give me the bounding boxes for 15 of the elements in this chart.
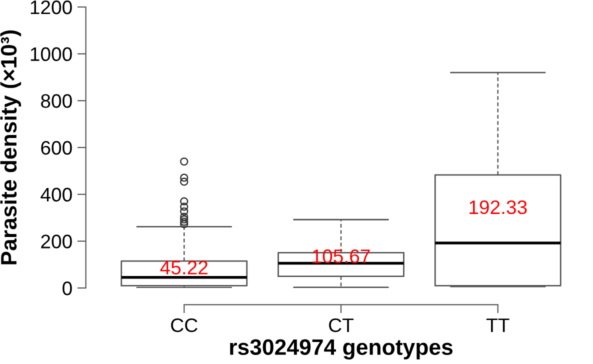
y-axis-title: Parasite density (×10³)	[0, 30, 22, 264]
y-tick-label: 0	[62, 281, 72, 296]
y-tick-label: 200	[41, 234, 72, 248]
x-tick-label: TT	[486, 318, 510, 332]
x-tick-label: CC	[171, 318, 198, 332]
annotation: 192.33	[470, 200, 527, 214]
y-tick-label: 1200	[30, 0, 72, 14]
y-tick-label: 400	[40, 188, 72, 202]
y-tick-label: 600	[41, 140, 72, 155]
annotation: 105.67	[312, 249, 370, 264]
y-tick-label: 800	[41, 94, 72, 108]
y-tick-label: 1000	[30, 47, 72, 62]
x-axis-title: rs3024974 genotypes	[230, 339, 453, 360]
x-tick-label: CT	[329, 318, 354, 332]
annotation: 45.22	[160, 260, 208, 274]
